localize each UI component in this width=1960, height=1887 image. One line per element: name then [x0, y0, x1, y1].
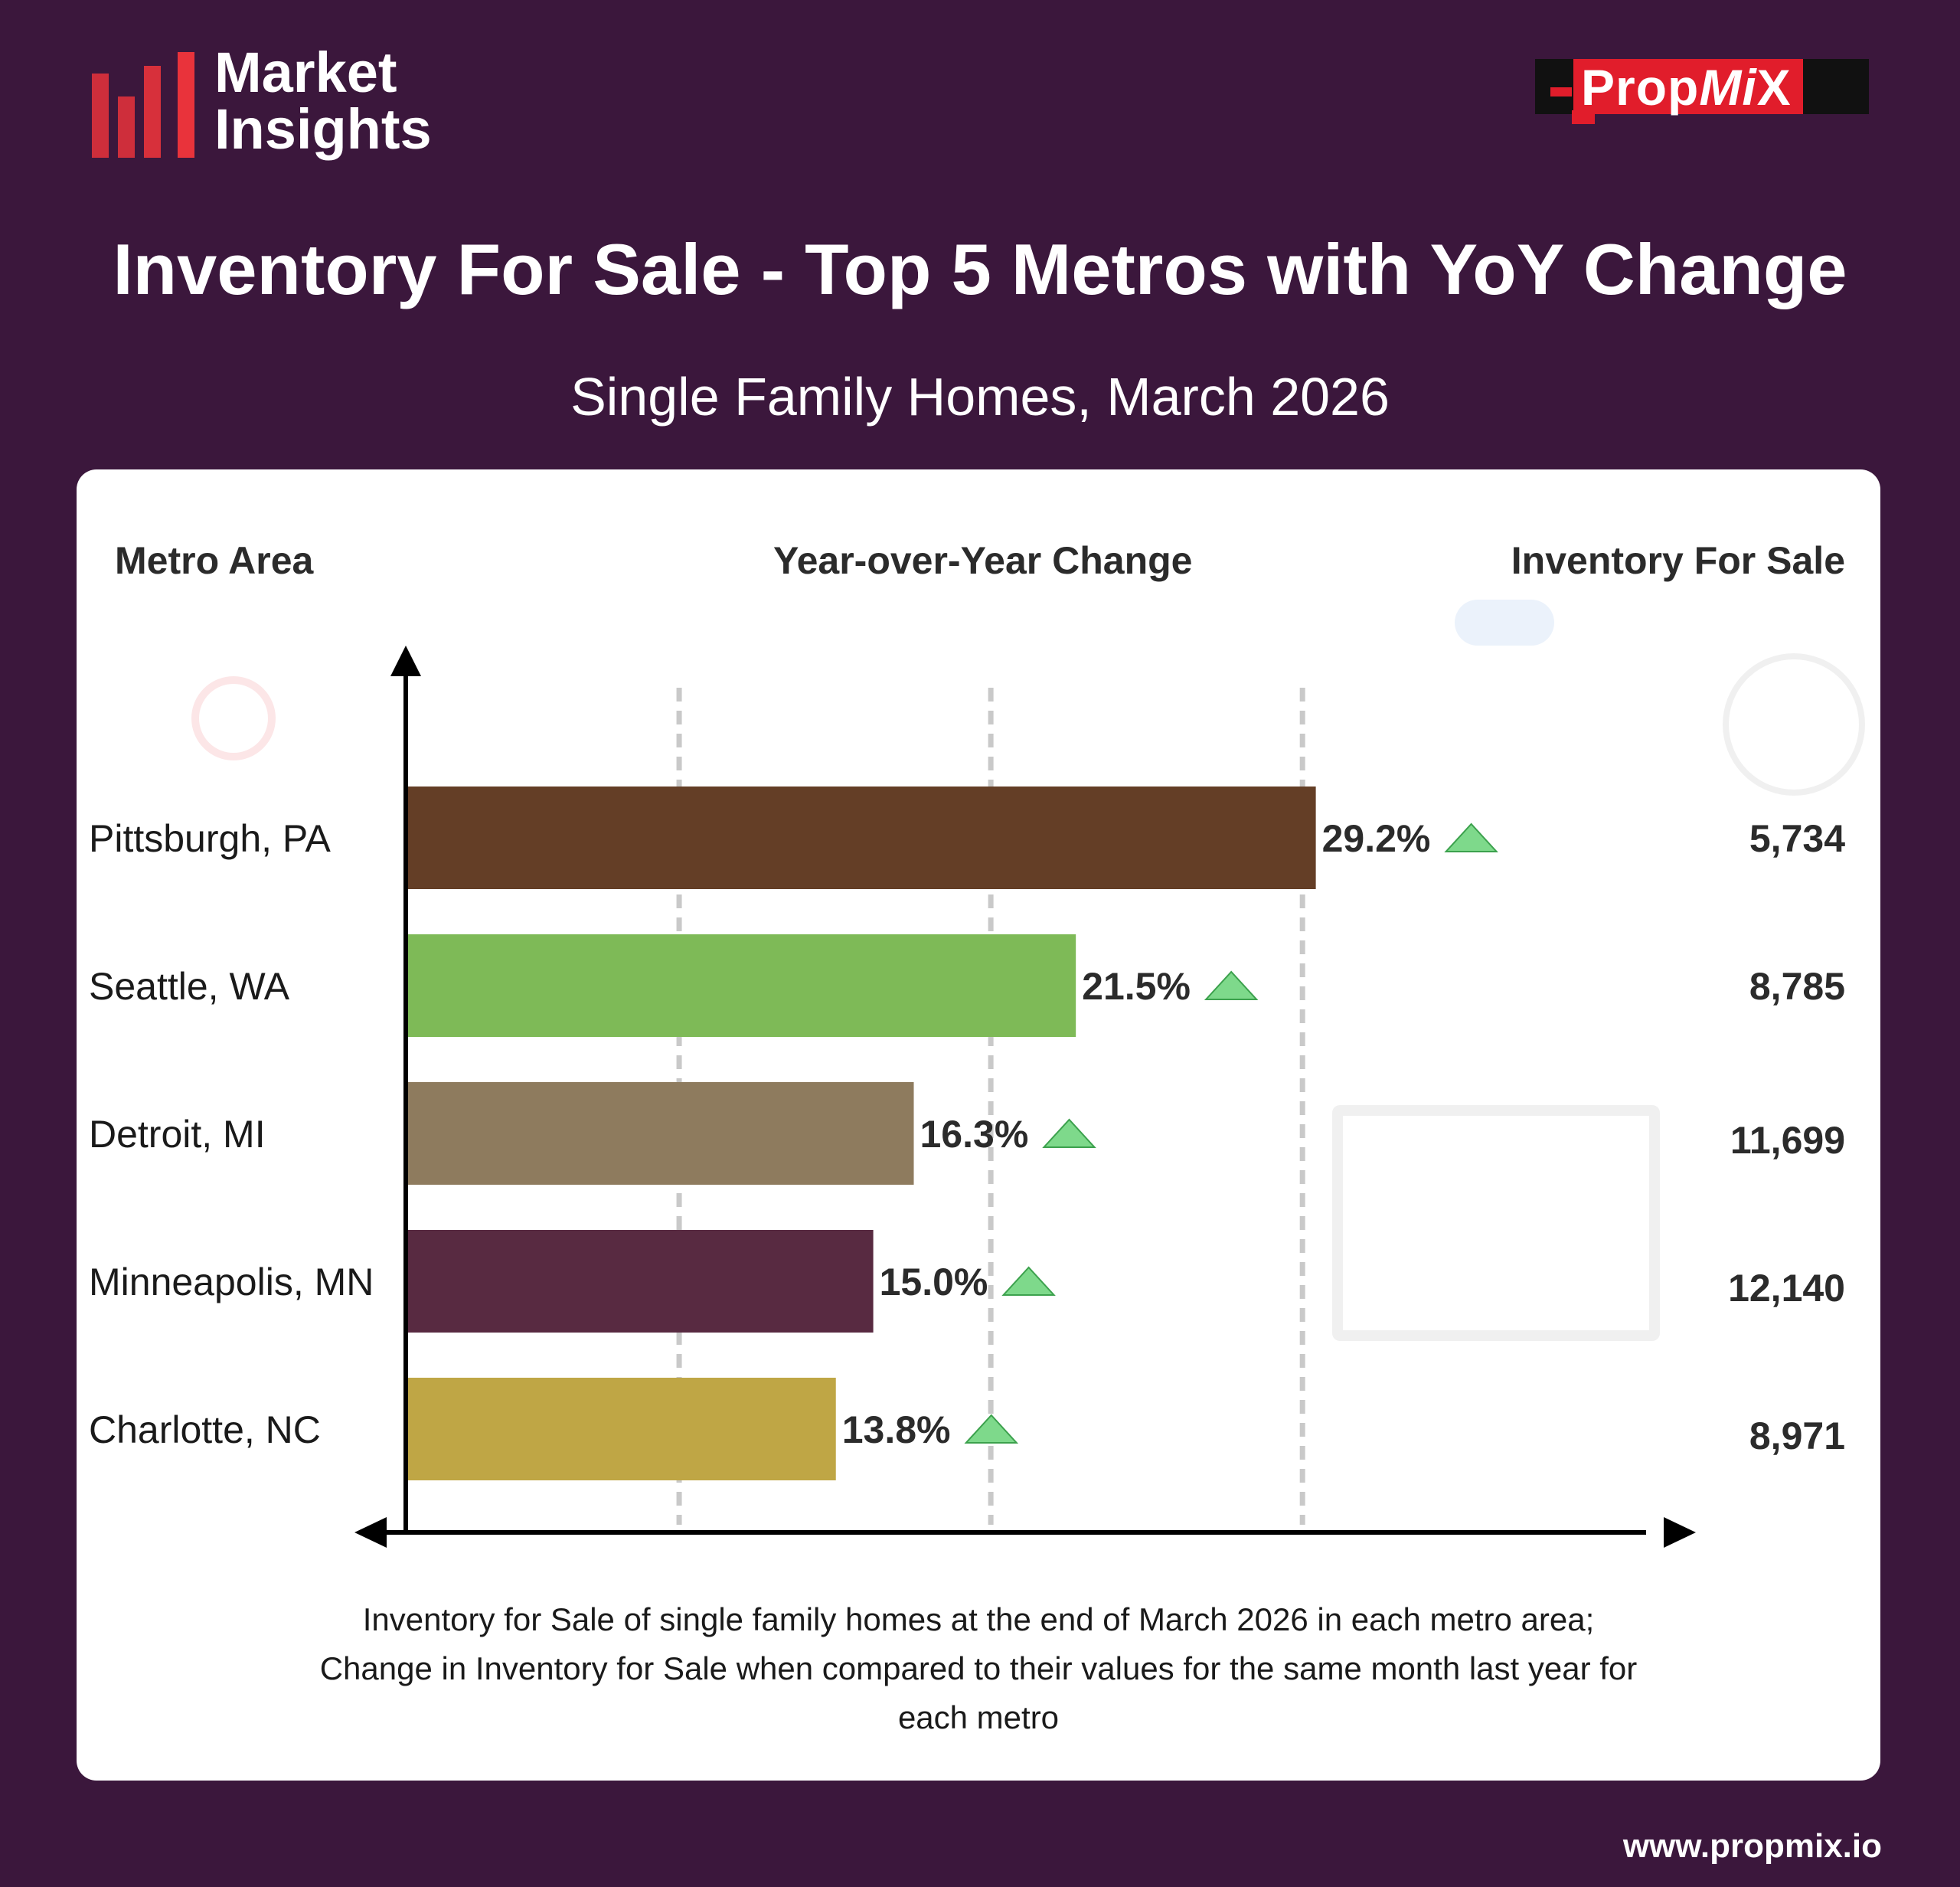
value-label-2: 21.5% [1082, 965, 1191, 1008]
x-axis-left-arrow-icon [354, 1517, 387, 1548]
category-label-3: Detroit, MI [89, 1113, 266, 1156]
bar-1 [406, 787, 1316, 889]
bar-5 [406, 1378, 836, 1480]
inventory-value-4: 12,140 [1728, 1267, 1845, 1310]
footnote-line-3: each metro [897, 1699, 1060, 1735]
category-label-4: Minneapolis, MN [89, 1261, 374, 1303]
value-label-4: 15.0% [880, 1261, 988, 1303]
up-arrow-icon-4 [1001, 1266, 1056, 1296]
bar-4 [406, 1230, 874, 1333]
propmix-logo-x: X [1756, 59, 1792, 116]
inventory-column-header: Inventory For Sale [1511, 539, 1845, 582]
category-label-5: Charlotte, NC [89, 1408, 321, 1451]
yoy-column-header: Year-over-Year Change [773, 539, 1193, 582]
chart-card: Metro Area Year-over-Year Change Invento… [77, 469, 1880, 1781]
propmix-logo: PropMiX [1535, 55, 1872, 132]
logo-line-1: Market [214, 41, 397, 104]
propmix-logo-mi: Mi [1699, 59, 1757, 116]
page-title: Inventory For Sale - Top 5 Metros with Y… [113, 229, 1847, 309]
page-subtitle: Single Family Homes, March 2026 [570, 367, 1390, 427]
cloud-icon [1455, 600, 1554, 646]
up-arrow-icon-5 [964, 1414, 1019, 1444]
bar-2 [406, 934, 1076, 1037]
x-axis-right-arrow-icon [1664, 1517, 1696, 1548]
inventory-value-1: 5,734 [1749, 817, 1845, 860]
metro-column-header: Metro Area [115, 539, 314, 582]
market-insights-logo: Market Insights [92, 44, 490, 159]
website-url: www.propmix.io [1622, 1827, 1882, 1865]
globe-icon [1723, 653, 1865, 796]
inventory-value-3: 11,699 [1730, 1119, 1845, 1162]
bar-chart-logo-icon [92, 51, 199, 158]
inventory-value-2: 8,785 [1749, 965, 1845, 1008]
bar-3 [406, 1082, 914, 1185]
value-label-5: 13.8% [842, 1408, 951, 1451]
value-label-3: 16.3% [920, 1113, 1029, 1156]
power-icon [191, 676, 276, 760]
y-axis-arrow-icon [390, 646, 421, 676]
inventory-value-5: 8,971 [1749, 1414, 1845, 1457]
up-arrow-icon-3 [1042, 1118, 1096, 1148]
footnote: Inventory for Sale of single family home… [77, 1595, 1880, 1742]
up-arrow-icon-2 [1204, 970, 1259, 1000]
logo-line-2: Insights [214, 97, 432, 161]
propmix-logo-prop: Prop [1581, 59, 1700, 116]
yoy-bar-chart: 29.2% Pittsburgh, PA 5,734 21.5% Seattle, WA… [89, 646, 1845, 1548]
up-arrow-icon-1 [1444, 822, 1498, 852]
footnote-line-1: Inventory for Sale of single family home… [362, 1601, 1595, 1637]
footnote-line-2: Change in Inventory for Sale when compar… [319, 1650, 1638, 1686]
category-label-2: Seattle, WA [89, 965, 290, 1008]
monitor-icon [1332, 1105, 1660, 1341]
value-label-1: 29.2% [1322, 817, 1431, 860]
category-label-1: Pittsburgh, PA [89, 817, 332, 860]
